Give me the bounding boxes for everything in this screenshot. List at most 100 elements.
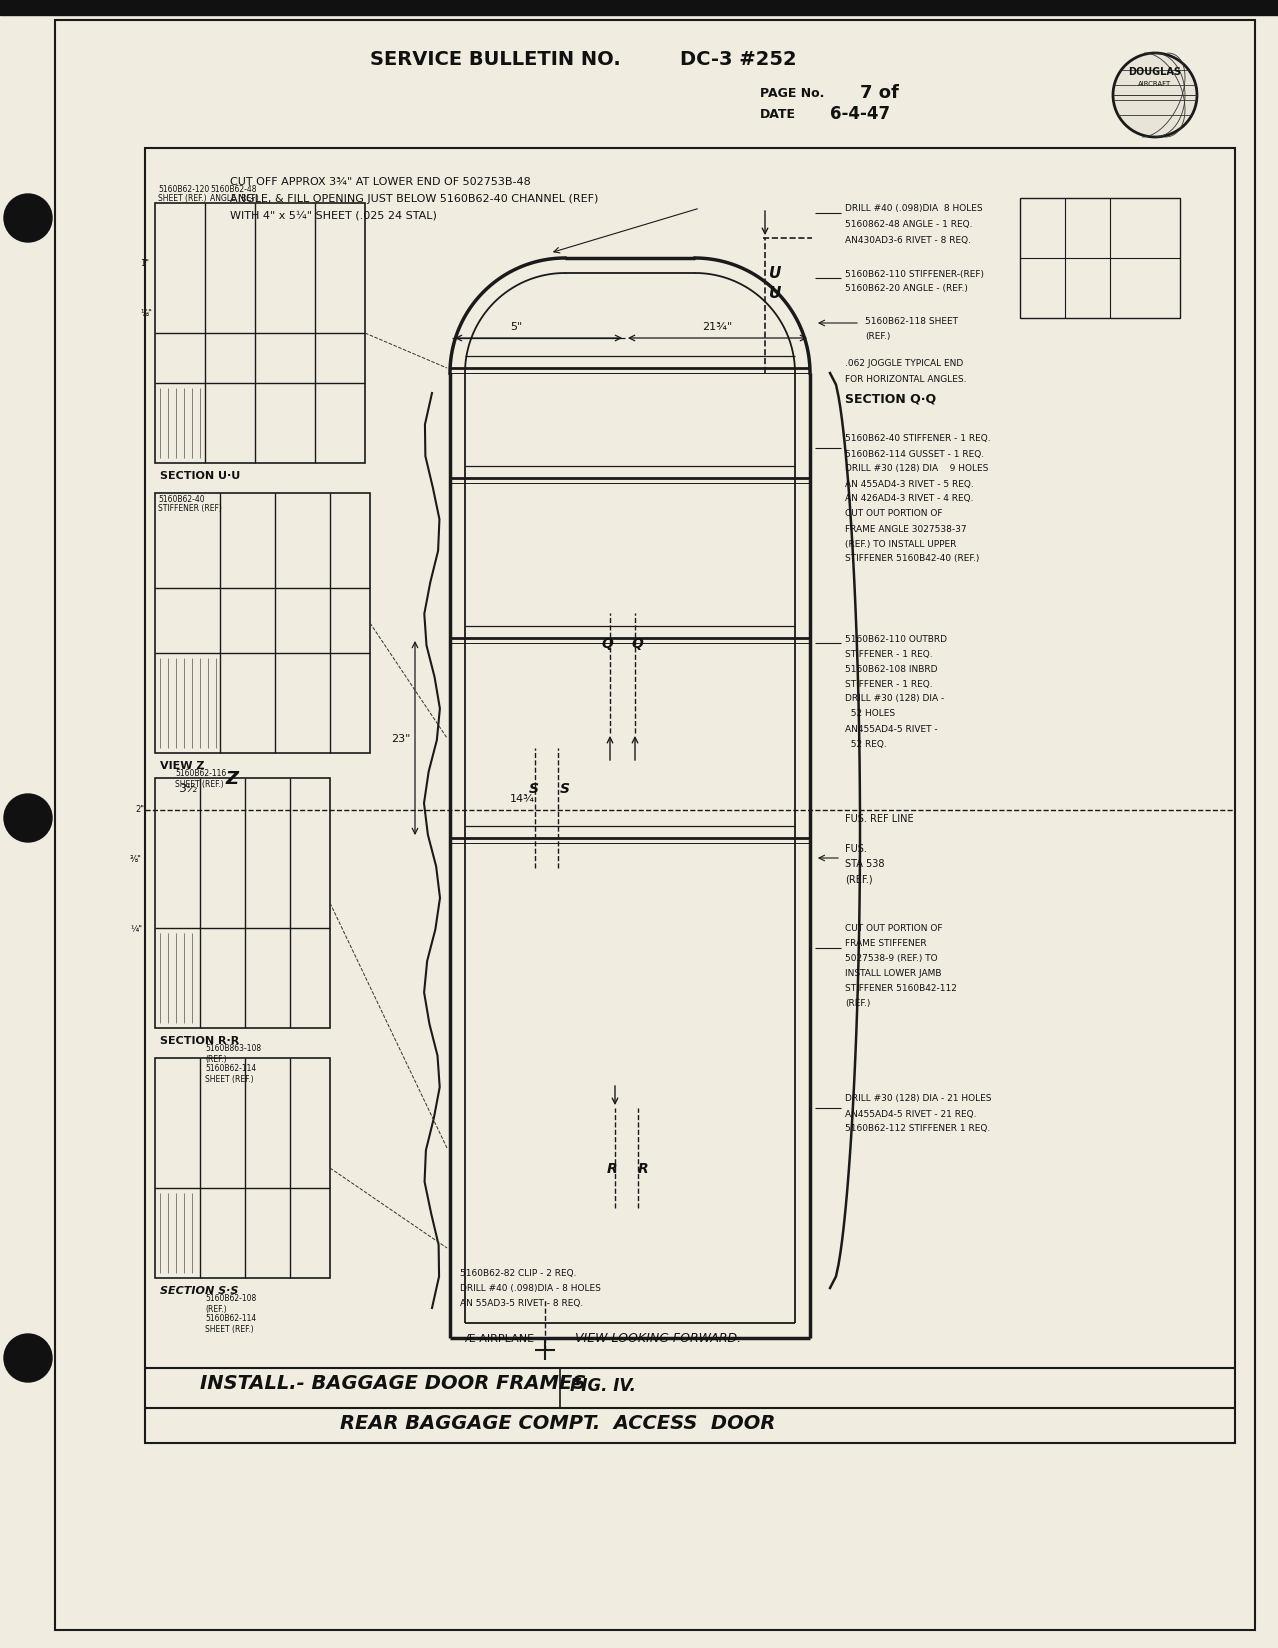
Text: STIFFENER - 1 REQ.: STIFFENER - 1 REQ. (845, 649, 933, 658)
Bar (155, 204, 366, 463)
Text: 1": 1" (141, 259, 150, 269)
Text: 6-4-47: 6-4-47 (829, 105, 889, 124)
Text: INSTALL LOWER JAMB: INSTALL LOWER JAMB (845, 969, 942, 977)
Text: DRILL #30 (128) DIA -: DRILL #30 (128) DIA - (845, 694, 944, 704)
Text: FRAME STIFFENER: FRAME STIFFENER (845, 939, 927, 948)
Text: (REF.): (REF.) (845, 873, 873, 883)
Text: 5160B62-114 GUSSET - 1 REQ.: 5160B62-114 GUSSET - 1 REQ. (845, 450, 984, 458)
Text: 5160B62-48: 5160B62-48 (210, 185, 257, 193)
Circle shape (4, 194, 52, 242)
Text: STA 538: STA 538 (845, 859, 884, 868)
Text: 5160B62-40 STIFFENER - 1 REQ.: 5160B62-40 STIFFENER - 1 REQ. (845, 433, 990, 443)
Text: 2": 2" (135, 804, 144, 812)
Text: WITH 4" x 5¼" SHEET (.025 24 STAL): WITH 4" x 5¼" SHEET (.025 24 STAL) (230, 211, 437, 221)
Text: FOR HORIZONTAL ANGLES.: FOR HORIZONTAL ANGLES. (845, 374, 966, 384)
Text: (REF.): (REF.) (865, 331, 891, 339)
Text: 5": 5" (510, 321, 523, 331)
Text: DC-3 #252: DC-3 #252 (680, 49, 796, 69)
Text: .062 JOGGLE TYPICAL END: .062 JOGGLE TYPICAL END (845, 359, 964, 368)
Text: ⅛": ⅛" (141, 310, 152, 318)
Text: SECTION S·S: SECTION S·S (160, 1285, 239, 1295)
Text: AN 55AD3-5 RIVET - 8 REQ.: AN 55AD3-5 RIVET - 8 REQ. (460, 1299, 583, 1309)
Bar (155, 1058, 330, 1279)
Text: CUT OUT PORTION OF: CUT OUT PORTION OF (845, 509, 942, 517)
Text: U: U (769, 267, 781, 282)
Text: ⅜": ⅜" (130, 854, 142, 864)
Text: 5027538-9 (REF.) TO: 5027538-9 (REF.) TO (845, 954, 938, 962)
Text: INSTALL.- BAGGAGE DOOR FRAMES: INSTALL.- BAGGAGE DOOR FRAMES (199, 1374, 587, 1393)
Circle shape (4, 1335, 52, 1383)
Text: DRILL #30 (128) DIA - 21 HOLES: DRILL #30 (128) DIA - 21 HOLES (845, 1094, 992, 1103)
Text: 23": 23" (391, 733, 410, 743)
Text: STIFFENER - 1 REQ.: STIFFENER - 1 REQ. (845, 679, 933, 689)
Text: 5160B62-40: 5160B62-40 (158, 494, 204, 503)
Text: 5160B62-112 STIFFENER 1 REQ.: 5160B62-112 STIFFENER 1 REQ. (845, 1124, 990, 1132)
Text: SECTION Q·Q: SECTION Q·Q (845, 392, 935, 405)
Text: R: R (638, 1162, 649, 1175)
Bar (155, 778, 330, 1028)
Text: 5160B62-108
(REF.): 5160B62-108 (REF.) (204, 1294, 257, 1313)
Text: PAGE No.: PAGE No. (760, 86, 824, 99)
Text: 5160B62-82 CLIP - 2 REQ.: 5160B62-82 CLIP - 2 REQ. (460, 1269, 576, 1277)
Text: CUT OFF APPROX 3¾" AT LOWER END OF 502753B-48: CUT OFF APPROX 3¾" AT LOWER END OF 50275… (230, 176, 530, 186)
Text: Q: Q (633, 636, 644, 651)
Text: 7 of: 7 of (860, 84, 898, 102)
Text: STIFFENER (REF): STIFFENER (REF) (158, 504, 222, 513)
Text: U: U (769, 287, 781, 302)
Text: 5160B62-114
SHEET (REF.): 5160B62-114 SHEET (REF.) (204, 1313, 257, 1333)
Text: 5160B62-120: 5160B62-120 (158, 185, 210, 193)
Text: REAR BAGGAGE COMPT.  ACCESS  DOOR: REAR BAGGAGE COMPT. ACCESS DOOR (340, 1414, 776, 1432)
Text: STIFFENER 5160B42-112: STIFFENER 5160B42-112 (845, 984, 957, 992)
Text: 5160B62-118 SHEET: 5160B62-118 SHEET (865, 316, 958, 325)
Text: VIEW Z: VIEW Z (160, 760, 204, 771)
Circle shape (4, 794, 52, 842)
Text: DRILL #40 (.098)DIA - 8 HOLES: DRILL #40 (.098)DIA - 8 HOLES (460, 1284, 601, 1292)
Text: AN 426AD4-3 RIVET - 4 REQ.: AN 426AD4-3 RIVET - 4 REQ. (845, 494, 974, 503)
Text: 3½: 3½ (180, 783, 198, 794)
Text: S: S (529, 781, 539, 796)
Bar (0, 0, 1278, 16)
Text: 5160862-48 ANGLE - 1 REQ.: 5160862-48 ANGLE - 1 REQ. (845, 221, 973, 229)
Text: 5160B62-114
SHEET (REF.): 5160B62-114 SHEET (REF.) (204, 1063, 257, 1083)
Text: FUS. REF LINE: FUS. REF LINE (845, 814, 914, 824)
Text: STIFFENER 5160B42-40 (REF.): STIFFENER 5160B42-40 (REF.) (845, 554, 979, 564)
Bar (155, 494, 371, 753)
Text: ¼": ¼" (130, 925, 142, 933)
Text: AN455AD4-5 RIVET -: AN455AD4-5 RIVET - (845, 723, 938, 733)
Text: AN 455AD4-3 RIVET - 5 REQ.: AN 455AD4-3 RIVET - 5 REQ. (845, 480, 974, 488)
Text: AIRCRAFT: AIRCRAFT (1139, 81, 1172, 87)
Text: 5160B62-20 ANGLE - (REF.): 5160B62-20 ANGLE - (REF.) (845, 285, 967, 293)
Text: FIG. IV.: FIG. IV. (570, 1376, 636, 1394)
Text: FUS.: FUS. (845, 844, 866, 854)
Text: CUT OUT PORTION OF: CUT OUT PORTION OF (845, 925, 942, 933)
Text: (REF.): (REF.) (845, 999, 870, 1009)
Text: ANGLE (REF): ANGLE (REF) (210, 194, 258, 203)
Text: 52 REQ.: 52 REQ. (845, 738, 887, 748)
Text: Z: Z (225, 770, 238, 788)
Circle shape (1113, 54, 1197, 138)
Text: SECTION R·R: SECTION R·R (160, 1035, 239, 1045)
Text: ANGLE, & FILL OPENING JUST BELOW 5160B62-40 CHANNEL (REF): ANGLE, & FILL OPENING JUST BELOW 5160B62… (230, 194, 598, 204)
Text: AN430AD3-6 RIVET - 8 REQ.: AN430AD3-6 RIVET - 8 REQ. (845, 236, 971, 246)
Text: 5160B62-108 INBRD: 5160B62-108 INBRD (845, 664, 938, 672)
Text: 5160B62-110 OUTBRD: 5160B62-110 OUTBRD (845, 634, 947, 643)
Text: FRAME ANGLE 3027538-37: FRAME ANGLE 3027538-37 (845, 524, 966, 534)
Text: SECTION U·U: SECTION U·U (160, 471, 240, 481)
Text: Æ AIRPLANE: Æ AIRPLANE (465, 1333, 534, 1343)
Text: AN455AD4-5 RIVET - 21 REQ.: AN455AD4-5 RIVET - 21 REQ. (845, 1109, 976, 1117)
Text: 21¾": 21¾" (702, 321, 732, 331)
Text: DOUGLAS: DOUGLAS (1128, 68, 1181, 77)
Text: R: R (607, 1162, 617, 1175)
Text: 5160B62-110 STIFFENER-(REF): 5160B62-110 STIFFENER-(REF) (845, 269, 984, 279)
Text: VIEW LOOKING FORWARD.: VIEW LOOKING FORWARD. (575, 1332, 741, 1345)
Text: DRILL #40 (.098)DIA  8 HOLES: DRILL #40 (.098)DIA 8 HOLES (845, 204, 983, 213)
Text: 14¾: 14¾ (510, 794, 535, 804)
Bar (1020, 199, 1180, 318)
Text: DRILL #30 (128) DIA    9 HOLES: DRILL #30 (128) DIA 9 HOLES (845, 465, 988, 473)
Text: Q: Q (602, 636, 613, 651)
Text: S: S (560, 781, 570, 796)
Text: (REF.) TO INSTALL UPPER: (REF.) TO INSTALL UPPER (845, 539, 956, 549)
Text: DATE: DATE (760, 107, 796, 120)
Text: SERVICE BULLETIN NO.: SERVICE BULLETIN NO. (371, 49, 621, 69)
Text: 5160B62-116
SHEET (REF.): 5160B62-116 SHEET (REF.) (175, 770, 226, 788)
